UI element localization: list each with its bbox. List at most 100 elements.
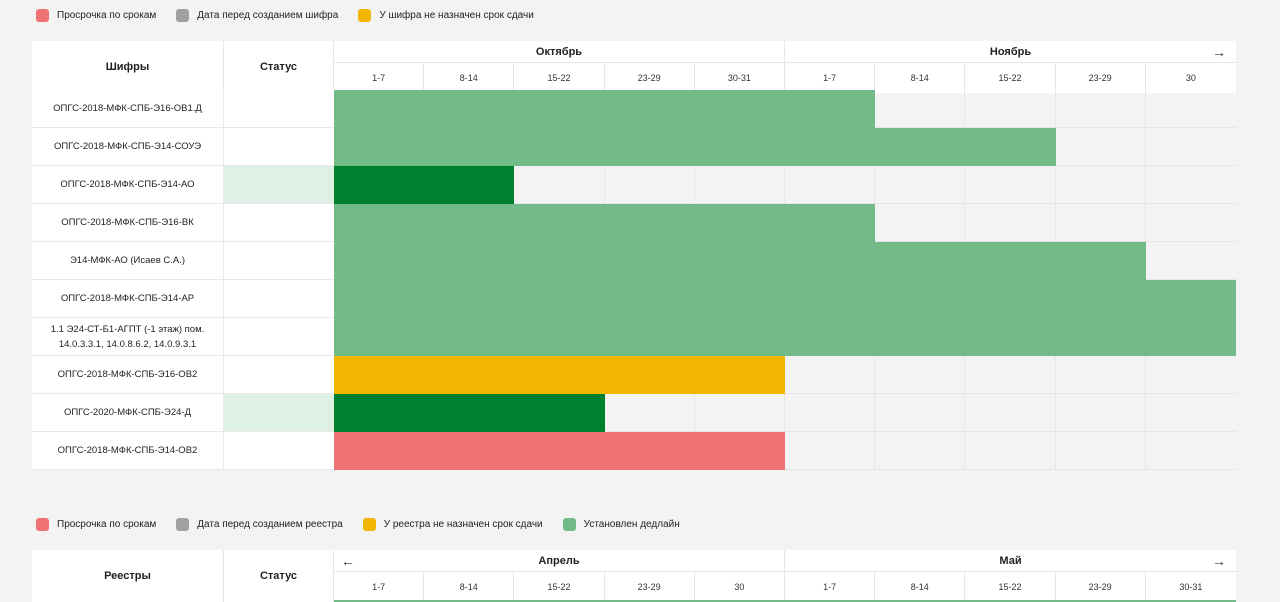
- week-header: 23-29: [605, 63, 695, 93]
- status-cell: [224, 432, 334, 470]
- month-header-october: Октябрь: [334, 41, 785, 63]
- table-header: Реестры Статус Апрель Май ← → 1-7 8-14 15-…: [32, 550, 1236, 602]
- legend-registries: Просрочка по срокам Дата перед созданием …: [36, 518, 700, 531]
- table-header: Шифры Статус Октябрь Ноябрь → 1-7 8-14 15-…: [32, 41, 1236, 93]
- legend-label: Просрочка по срокам: [57, 10, 157, 21]
- legend-label: У шифра не назначен срок сдачи: [379, 10, 534, 21]
- table-row[interactable]: ОПГС-2018-МФК-СПБ-Э16-ОВ2: [32, 356, 1236, 394]
- cipher-name[interactable]: ОПГС-2018-МФК-СПБ-Э16-ВК: [32, 204, 224, 242]
- legend-label: Дата перед созданием шифра: [197, 10, 339, 21]
- cipher-name[interactable]: ОПГС-2018-МФК-СПБ-Э16-ОВ2: [32, 356, 224, 394]
- legend-item: Просрочка по срокам: [36, 518, 156, 531]
- grid-column: [785, 394, 876, 432]
- legend-label: Просрочка по срокам: [57, 519, 157, 530]
- month-header-may: Май: [785, 550, 1236, 572]
- week-header: 30: [695, 572, 785, 602]
- grid-column: [1056, 204, 1146, 242]
- cipher-name[interactable]: Э14-МФК-АО (Исаев С.А.): [32, 242, 224, 280]
- next-arrow-icon[interactable]: →: [1212, 553, 1226, 569]
- table-row[interactable]: ОПГС-2018-МФК-СПБ-Э16-ВК: [32, 204, 1236, 242]
- table-row[interactable]: ОПГС-2018-МФК-СПБ-Э14-АО: [32, 166, 1236, 204]
- timeline-bar[interactable]: [334, 204, 876, 242]
- cipher-name[interactable]: ОПГС-2018-МФК-СПБ-Э14-СОУЭ: [32, 128, 224, 166]
- grid-column: [1146, 204, 1236, 242]
- grid-column: [875, 356, 966, 394]
- legend-item: У шифра не назначен срок сдачи: [358, 9, 534, 22]
- prev-arrow-icon[interactable]: ←: [341, 553, 355, 569]
- grid-column: [1146, 90, 1236, 128]
- grid-column: [695, 166, 785, 204]
- legend-item: Дата перед созданием шифра: [176, 9, 338, 22]
- grid-column: [965, 432, 1056, 470]
- week-header: 30-31: [1179, 582, 1203, 592]
- timeline-bar[interactable]: [334, 280, 1236, 318]
- table-row[interactable]: ОПГС-2020-МФК-СПБ-Э24-Д: [32, 394, 1236, 432]
- week-header: 1-7: [334, 63, 425, 93]
- timeline-cell: [334, 394, 1236, 432]
- week-header: 1-7: [785, 63, 876, 93]
- timeline-cell: [334, 166, 1236, 204]
- grid-column: [1056, 166, 1146, 204]
- legend-swatch: [36, 9, 49, 22]
- timeline-cell: [334, 432, 1236, 470]
- table-row[interactable]: ОПГС-2018-МФК-СПБ-Э16-ОВ1.Д: [32, 90, 1236, 128]
- week-header: 1-7: [785, 572, 876, 602]
- grid-column: [965, 90, 1056, 128]
- cipher-name[interactable]: ОПГС-2018-МФК-СПБ-Э14-ОВ2: [32, 432, 224, 470]
- grid-column: [965, 394, 1056, 432]
- table-row[interactable]: 1.1 Э24-СТ-Б1-АГПТ (-1 этаж) пом. 14.0.3…: [32, 318, 1236, 356]
- cipher-name[interactable]: ОПГС-2018-МФК-СПБ-Э14-АР: [32, 280, 224, 318]
- timeline-bar[interactable]: [334, 166, 515, 204]
- week-header: 8-14: [424, 63, 515, 93]
- status-cell: [224, 280, 334, 318]
- table-row[interactable]: Э14-МФК-АО (Исаев С.А.): [32, 242, 1236, 280]
- cipher-name[interactable]: ОПГС-2018-МФК-СПБ-Э16-ОВ1.Д: [32, 90, 224, 128]
- grid-column: [1146, 166, 1236, 204]
- grid-column: [875, 204, 966, 242]
- grid-column: [965, 356, 1056, 394]
- status-cell: [224, 394, 334, 432]
- timeline-bar[interactable]: [334, 432, 785, 470]
- table-row[interactable]: ОПГС-2018-МФК-СПБ-Э14-СОУЭ: [32, 128, 1236, 166]
- cipher-name[interactable]: ОПГС-2020-МФК-СПБ-Э24-Д: [32, 394, 224, 432]
- week-header: 30: [1185, 73, 1196, 83]
- legend-swatch: [562, 518, 576, 531]
- table-row[interactable]: ОПГС-2018-МФК-СПБ-Э14-АР: [32, 280, 1236, 318]
- legend-swatch: [36, 518, 49, 531]
- grid-column: [875, 90, 966, 128]
- timeline-bar[interactable]: [334, 394, 605, 432]
- month-header-april: Апрель: [334, 550, 785, 572]
- timeline-bar[interactable]: [334, 242, 1146, 280]
- timeline-bar[interactable]: [334, 356, 785, 394]
- grid-column: [695, 394, 785, 432]
- grid-column: [785, 356, 876, 394]
- timeline-bar[interactable]: [334, 318, 1236, 356]
- ciphers-gantt-table: Шифры Статус Октябрь Ноябрь → 1-7 8-14 15-…: [32, 41, 1236, 471]
- grid-column: [875, 166, 966, 204]
- grid-column: [1056, 356, 1146, 394]
- week-header: 15-22: [514, 63, 605, 93]
- column-header-status: Статус: [224, 550, 334, 602]
- status-cell: [224, 128, 334, 166]
- week-header: 1-7: [334, 572, 425, 602]
- status-cell: [224, 242, 334, 280]
- timeline-bar[interactable]: [334, 128, 1056, 166]
- cipher-name[interactable]: 1.1 Э24-СТ-Б1-АГПТ (-1 этаж) пом. 14.0.3…: [32, 318, 224, 356]
- table-row[interactable]: ОПГС-2018-МФК-СПБ-Э14-ОВ2: [32, 432, 1236, 470]
- cipher-name[interactable]: ОПГС-2018-МФК-СПБ-Э14-АО: [32, 166, 224, 204]
- week-header: 23-29: [1056, 572, 1146, 602]
- timeline-cell: [334, 128, 1236, 166]
- legend-item: Установлен дедлайн: [562, 518, 680, 531]
- week-header: 15-22: [965, 572, 1056, 602]
- status-cell: [224, 318, 334, 356]
- next-arrow-icon[interactable]: →: [1212, 44, 1226, 60]
- legend-swatch: [176, 9, 190, 22]
- week-header: 23-29: [1056, 63, 1146, 93]
- grid-column: [875, 432, 966, 470]
- grid-column: [785, 432, 876, 470]
- week-header: 15-22: [965, 63, 1056, 93]
- status-cell: [224, 356, 334, 394]
- timeline-cell: [334, 356, 1236, 394]
- timeline-cell: [334, 318, 1236, 356]
- timeline-bar[interactable]: [334, 90, 876, 128]
